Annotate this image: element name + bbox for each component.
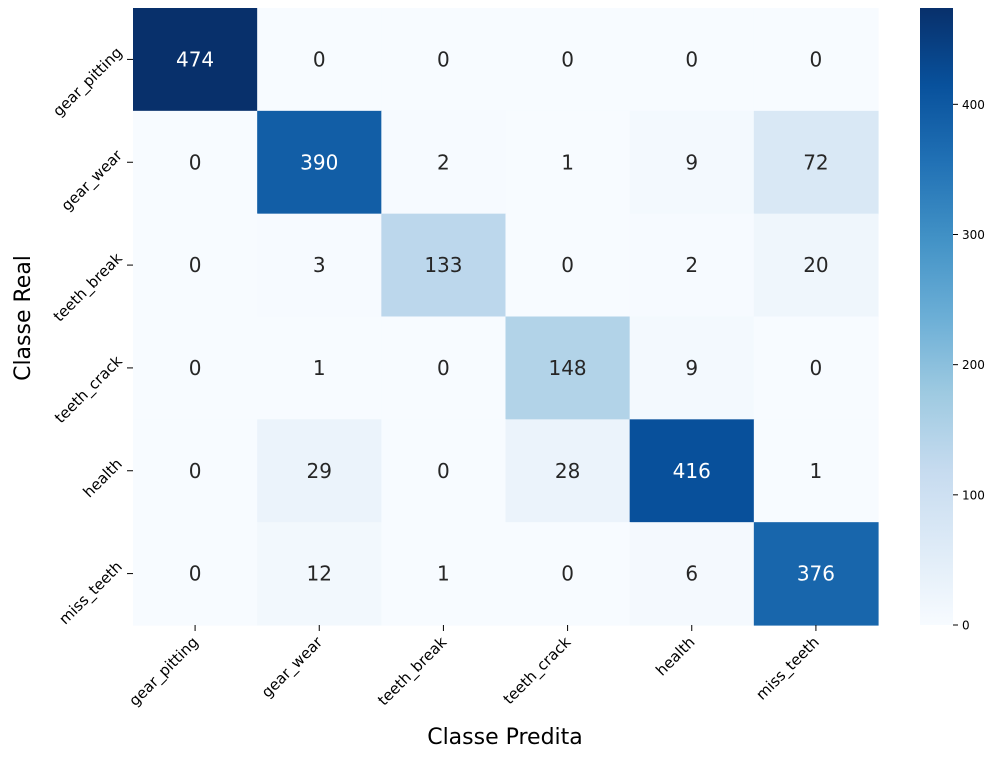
heatmap-cell [381, 522, 507, 626]
x-axis-ticks: gear_pitting gear_wear teeth_break teeth_cr… [125, 625, 823, 710]
colorbar-tick-label: 0 [962, 619, 970, 633]
heatmap-cell [505, 213, 631, 318]
heatmap-cell [257, 522, 382, 626]
heatmap-cell [381, 8, 507, 112]
heatmap-cell [753, 213, 879, 318]
cell-value-label: 0 [561, 253, 574, 277]
cell-value-label: 12 [307, 562, 332, 586]
heatmap-cell [133, 8, 258, 112]
cell-value-label: 72 [803, 150, 828, 174]
cell-value-label: 390 [300, 150, 338, 174]
cell-value-label: 20 [803, 253, 828, 277]
y-tick-label: gear_wear [58, 146, 128, 216]
cell-value-label: 0 [189, 356, 202, 380]
colorbar [920, 8, 953, 625]
cell-value-label: 133 [424, 253, 462, 277]
heatmap-cell [257, 419, 382, 523]
cell-value-label: 9 [685, 150, 698, 174]
cell-value-label: 1 [437, 562, 450, 586]
cell-value-label: 416 [673, 459, 711, 483]
y-tick-label: gear_pitting [49, 44, 126, 121]
heatmap-cell [505, 522, 631, 626]
colorbar-tick-label: 400 [962, 98, 985, 112]
cell-value-label: 1 [561, 150, 574, 174]
heatmap-cell [629, 522, 755, 626]
x-tick-label: teeth_crack [500, 633, 576, 709]
heatmap-cell [381, 110, 507, 215]
cell-value-label: 2 [437, 150, 450, 174]
heatmap-cell [381, 213, 507, 318]
heatmap-cell [629, 110, 755, 215]
heatmap-cell [133, 419, 258, 523]
cell-value-labels: 474 0 0 0 0 0 0 390 2 1 9 72 0 3 133 0 2 20 0 1 0 148 9 0 0 29 0 28… [176, 47, 835, 585]
heatmap-cell [381, 316, 507, 420]
heatmap-cell [257, 8, 382, 112]
heatmap-cell [753, 419, 879, 523]
cell-value-label: 1 [313, 356, 326, 380]
heatmap-cells [133, 8, 879, 626]
heatmap-cell [133, 213, 258, 318]
cell-value-label: 2 [685, 253, 698, 277]
cell-value-label: 0 [561, 47, 574, 71]
x-tick-label: teeth_break [374, 633, 451, 710]
cell-value-label: 0 [189, 253, 202, 277]
cell-value-label: 0 [437, 459, 450, 483]
cell-value-label: 0 [189, 150, 202, 174]
colorbar-tick-label: 200 [962, 358, 985, 372]
cell-value-label: 1 [810, 459, 823, 483]
colorbar-ticks: 0 100 200 300 400 [953, 98, 985, 633]
x-tick-label: health [652, 633, 698, 679]
cell-value-label: 0 [810, 47, 823, 71]
y-axis-ticks: gear_pitting gear_wear teeth_break teeth_cr… [49, 44, 133, 629]
cell-value-label: 148 [548, 356, 586, 380]
heatmap-cell [629, 419, 755, 523]
heatmap-cell [505, 316, 631, 420]
heatmap-cell [753, 110, 879, 215]
heatmap-cell [753, 522, 879, 626]
x-tick-label: miss_teeth [752, 633, 823, 704]
x-tick-label: gear_pitting [125, 633, 202, 710]
y-axis-label: Classe Real [11, 255, 36, 381]
cell-value-label: 0 [685, 47, 698, 71]
cell-value-label: 376 [797, 562, 835, 586]
cell-value-label: 9 [685, 356, 698, 380]
heatmap-cell [257, 213, 382, 318]
y-tick-label: health [80, 455, 126, 501]
heatmap-cell [629, 8, 755, 112]
heatmap-cell [381, 419, 507, 523]
heatmap-cell [505, 110, 631, 215]
cell-value-label: 0 [810, 356, 823, 380]
heatmap-cell [257, 316, 382, 420]
y-tick-label: teeth_break [50, 249, 127, 326]
cell-value-label: 0 [561, 562, 574, 586]
heatmap-cell [629, 316, 755, 420]
x-axis-label: Classe Predita [427, 725, 583, 750]
cell-value-label: 28 [555, 459, 580, 483]
heatmap-cell [133, 110, 258, 215]
colorbar-tick-label: 100 [962, 488, 985, 502]
cell-value-label: 0 [437, 356, 450, 380]
heatmap-cell [133, 522, 258, 626]
x-tick-label: gear_wear [258, 633, 328, 703]
colorbar-tick-label: 300 [962, 228, 985, 242]
heatmap-cell [753, 8, 879, 112]
cell-value-label: 0 [189, 459, 202, 483]
heatmap-cell [753, 316, 879, 420]
cell-value-label: 0 [437, 47, 450, 71]
heatmap-cell [257, 110, 382, 215]
y-tick-label: miss_teeth [55, 558, 126, 629]
cell-value-label: 3 [313, 253, 326, 277]
heatmap-cell [629, 213, 755, 318]
cell-value-label: 29 [307, 459, 332, 483]
heatmap-cell [505, 8, 631, 112]
heatmap-cell [505, 419, 631, 523]
cell-value-label: 6 [685, 562, 698, 586]
cell-value-label: 474 [176, 47, 214, 71]
y-tick-label: teeth_crack [51, 352, 127, 428]
cell-value-label: 0 [313, 47, 326, 71]
cell-value-label: 0 [189, 562, 202, 586]
heatmap-cell [133, 316, 258, 420]
